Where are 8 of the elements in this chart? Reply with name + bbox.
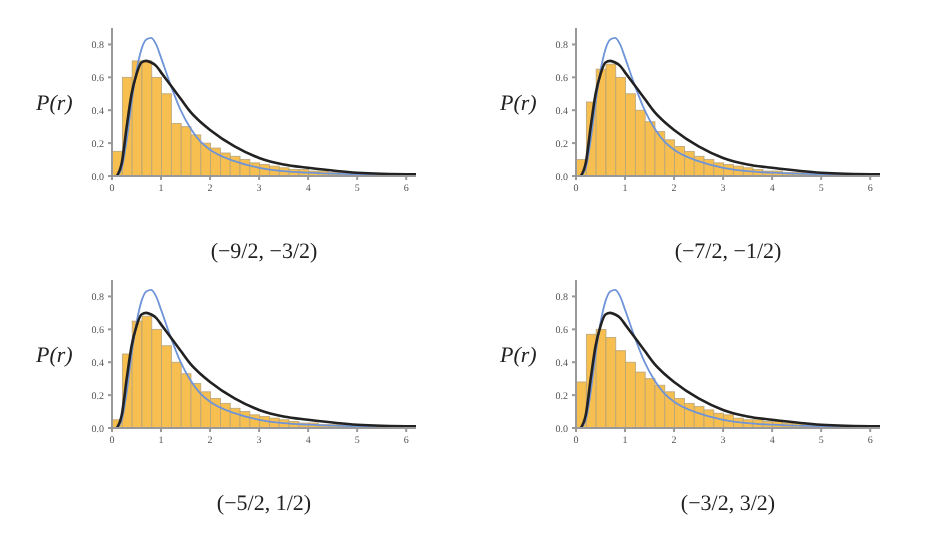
x-axis-title: (−3/2, 3/2) (678, 492, 778, 516)
y-axis-title: P(r) (34, 343, 74, 368)
x-axis-title: (−9/2, −3/2) (208, 240, 320, 264)
x-axis-title: (−7/2, −1/2) (672, 240, 784, 264)
x-axis-title: (−5/2, 1/2) (214, 492, 314, 516)
y-axis-title: P(r) (498, 91, 538, 116)
y-axis-title: P(r) (34, 91, 74, 116)
y-axis-title: P(r) (498, 343, 538, 368)
